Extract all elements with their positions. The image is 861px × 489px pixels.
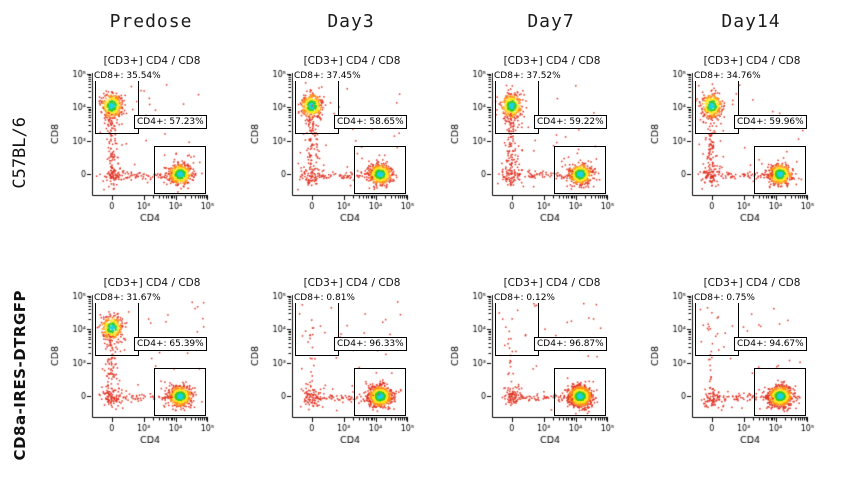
scatter-plot-canvas bbox=[448, 69, 618, 221]
flow-panel: [CD3+] CD4 / CD8 CD8+: 0.81% CD4+: 96.33… bbox=[240, 264, 440, 486]
row-label-cd8a-ires-dtrgfp: CD8a-IRES-DTRGFP bbox=[11, 289, 29, 461]
cd8-gate-label: CD8+: 34.76% bbox=[693, 71, 762, 82]
cd8-gate-rect bbox=[495, 79, 539, 134]
cd8-gate-rect bbox=[95, 301, 139, 356]
row-label-c57bl6: C57BL/6 bbox=[10, 117, 30, 189]
panels-row-1: [CD3+] CD4 / CD8 CD8+: 31.67% CD4+: 65.3… bbox=[40, 264, 840, 486]
flow-panel: [CD3+] CD4 / CD8 CD8+: 31.67% CD4+: 65.3… bbox=[40, 264, 240, 486]
plot-title: [CD3+] CD4 / CD8 bbox=[703, 55, 801, 67]
cd4-gate-label: CD4+: 94.67% bbox=[734, 337, 807, 352]
cd4-gate-rect bbox=[354, 146, 406, 194]
scatter-plot-canvas bbox=[248, 291, 418, 443]
plot-title: [CD3+] CD4 / CD8 bbox=[703, 277, 801, 289]
cd4-gate-label: CD4+: 96.33% bbox=[334, 337, 407, 352]
plot-title: [CD3+] CD4 / CD8 bbox=[103, 277, 201, 289]
cd8-gate-label: CD8+: 37.52% bbox=[493, 71, 562, 82]
plot-title: [CD3+] CD4 / CD8 bbox=[503, 277, 601, 289]
cd4-gate-rect bbox=[554, 146, 606, 194]
cd4-gate-label: CD4+: 58.65% bbox=[334, 115, 407, 130]
cd8-gate-rect bbox=[295, 301, 339, 356]
plot-title: [CD3+] CD4 / CD8 bbox=[303, 55, 401, 67]
cd4-gate-label: CD4+: 59.96% bbox=[734, 115, 807, 130]
plot-area: CD8+: 34.76% CD4+: 59.96% bbox=[648, 69, 818, 227]
plot-area: CD8+: 0.81% CD4+: 96.33% bbox=[248, 291, 418, 449]
cd8-gate-label: CD8+: 0.12% bbox=[493, 293, 556, 304]
cd8-gate-rect bbox=[695, 301, 739, 356]
cd8-gate-rect bbox=[695, 79, 739, 134]
column-header-predose: Predose bbox=[109, 10, 193, 32]
cd8-gate-rect bbox=[95, 79, 139, 134]
scatter-plot-canvas bbox=[48, 69, 218, 221]
scatter-plot-canvas bbox=[48, 291, 218, 443]
row-label-wrap: C57BL/6 bbox=[0, 42, 40, 264]
row-cd8a-ires-dtrgfp: CD8a-IRES-DTRGFP [CD3+] CD4 / CD8 CD8+: … bbox=[0, 264, 861, 486]
plot-area: CD8+: 35.54% CD4+: 57.23% bbox=[48, 69, 218, 227]
cd8-gate-label: CD8+: 35.54% bbox=[93, 71, 162, 82]
flow-panel: [CD3+] CD4 / CD8 CD8+: 35.54% CD4+: 57.2… bbox=[40, 42, 240, 264]
cd8-gate-rect bbox=[295, 79, 339, 134]
plot-title: [CD3+] CD4 / CD8 bbox=[503, 55, 601, 67]
cd4-gate-label: CD4+: 96.87% bbox=[534, 337, 607, 352]
plot-area: CD8+: 0.75% CD4+: 94.67% bbox=[648, 291, 818, 449]
cd4-gate-rect bbox=[354, 368, 406, 416]
column-header-day7: Day7 bbox=[527, 10, 575, 32]
plot-title: [CD3+] CD4 / CD8 bbox=[303, 277, 401, 289]
scatter-plot-canvas bbox=[648, 291, 818, 443]
cd4-gate-rect bbox=[154, 146, 206, 194]
column-header-day14: Day14 bbox=[721, 10, 781, 32]
cd4-gate-rect bbox=[754, 146, 806, 194]
panels-row-0: [CD3+] CD4 / CD8 CD8+: 35.54% CD4+: 57.2… bbox=[40, 42, 840, 264]
plot-title: [CD3+] CD4 / CD8 bbox=[103, 55, 201, 67]
column-headers: Predose Day3 Day7 Day14 bbox=[40, 0, 861, 42]
cd4-gate-label: CD4+: 59.22% bbox=[534, 115, 607, 130]
flow-panel: [CD3+] CD4 / CD8 CD8+: 37.52% CD4+: 59.2… bbox=[440, 42, 640, 264]
cd8-gate-rect bbox=[495, 301, 539, 356]
cd8-gate-label: CD8+: 0.81% bbox=[293, 293, 356, 304]
cd4-gate-rect bbox=[154, 368, 206, 416]
cd4-gate-rect bbox=[554, 368, 606, 416]
scatter-plot-canvas bbox=[248, 69, 418, 221]
row-c57bl6: C57BL/6 [CD3+] CD4 / CD8 CD8+: 35.54% CD… bbox=[0, 42, 861, 264]
cd8-gate-label: CD8+: 31.67% bbox=[93, 293, 162, 304]
scatter-plot-canvas bbox=[648, 69, 818, 221]
flow-panel: [CD3+] CD4 / CD8 CD8+: 34.76% CD4+: 59.9… bbox=[640, 42, 840, 264]
cd4-gate-label: CD4+: 65.39% bbox=[134, 337, 207, 352]
column-header-day3: Day3 bbox=[327, 10, 375, 32]
cd4-gate-label: CD4+: 57.23% bbox=[134, 115, 207, 130]
plot-area: CD8+: 37.45% CD4+: 58.65% bbox=[248, 69, 418, 227]
plot-area: CD8+: 0.12% CD4+: 96.87% bbox=[448, 291, 618, 449]
plot-area: CD8+: 37.52% CD4+: 59.22% bbox=[448, 69, 618, 227]
cd4-gate-rect bbox=[754, 368, 806, 416]
cd8-gate-label: CD8+: 0.75% bbox=[693, 293, 756, 304]
flow-panel: [CD3+] CD4 / CD8 CD8+: 37.45% CD4+: 58.6… bbox=[240, 42, 440, 264]
flow-panel: [CD3+] CD4 / CD8 CD8+: 0.12% CD4+: 96.87… bbox=[440, 264, 640, 486]
scatter-plot-canvas bbox=[448, 291, 618, 443]
cd8-gate-label: CD8+: 37.45% bbox=[293, 71, 362, 82]
flow-panel: [CD3+] CD4 / CD8 CD8+: 0.75% CD4+: 94.67… bbox=[640, 264, 840, 486]
plot-area: CD8+: 31.67% CD4+: 65.39% bbox=[48, 291, 218, 449]
row-label-wrap: CD8a-IRES-DTRGFP bbox=[0, 264, 40, 486]
